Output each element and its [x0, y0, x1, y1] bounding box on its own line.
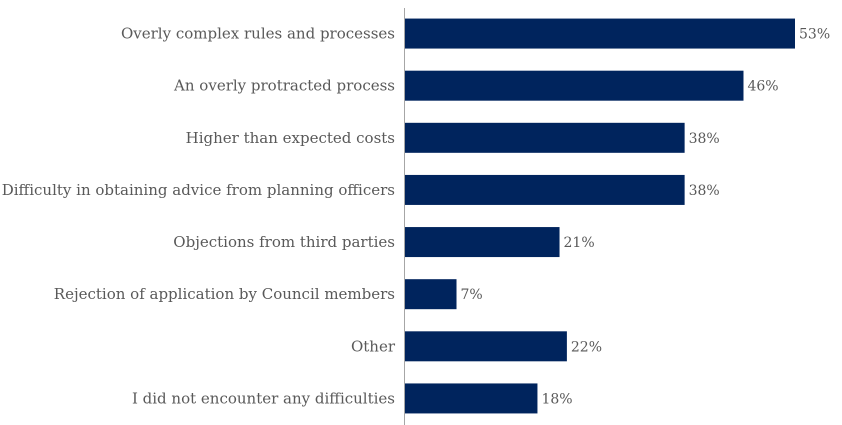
data-label: 22%	[571, 339, 602, 355]
bars	[405, 18, 795, 414]
category-label: Rejection of application by Council memb…	[54, 285, 395, 303]
category-label: An overly protracted process	[173, 77, 395, 95]
category-label: I did not encounter any difficulties	[132, 389, 395, 407]
category-labels: Overly complex rules and processes An ove…	[2, 25, 396, 408]
bar	[405, 18, 795, 49]
data-label: 46%	[747, 79, 778, 95]
data-label: 53%	[799, 27, 830, 43]
category-label: Higher than expected costs	[186, 129, 395, 147]
data-label: 38%	[689, 131, 720, 147]
bar	[405, 383, 538, 414]
bar	[405, 122, 685, 153]
data-label: 38%	[689, 183, 720, 199]
bar	[405, 279, 457, 310]
category-label: Other	[351, 337, 396, 355]
bar	[405, 174, 685, 205]
category-label: Objections from third parties	[173, 233, 395, 251]
category-label: Difficulty in obtaining advice from plan…	[2, 181, 395, 199]
bar	[405, 227, 560, 258]
bar	[405, 331, 567, 362]
value-labels: 53% 46% 38% 38% 21% 7% 22% 18%	[461, 27, 831, 408]
bar	[405, 70, 744, 101]
data-label: 18%	[541, 391, 572, 407]
category-label: Overly complex rules and processes	[121, 25, 395, 43]
data-label: 21%	[564, 235, 595, 251]
data-label: 7%	[461, 287, 483, 303]
